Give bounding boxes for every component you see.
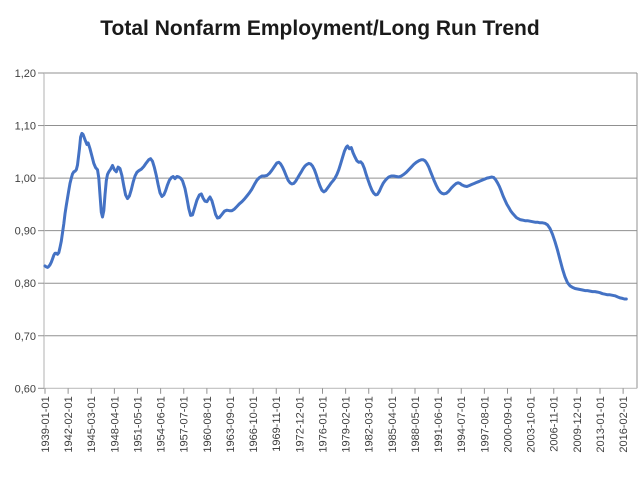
x-tick-label-1: 1942-02-01 — [63, 396, 75, 452]
x-tick-label-24: 2013-01-01 — [595, 396, 607, 452]
x-tick-label-2: 1945-03-01 — [86, 396, 98, 452]
x-tick-label-23: 2009-12-01 — [572, 396, 584, 452]
x-tick-label-14: 1982-03-01 — [364, 396, 376, 452]
x-tick-label-8: 1963-09-01 — [225, 396, 237, 452]
x-tick-label-11: 1972-12-01 — [294, 396, 306, 452]
y-tick-label-5: 0,70 — [15, 331, 36, 343]
x-tick-label-13: 1979-02-01 — [341, 396, 353, 452]
x-tick-label-17: 1991-06-01 — [433, 396, 445, 452]
series-line-employment-trend — [43, 131, 628, 301]
y-tick-label-4: 0,80 — [15, 278, 36, 290]
y-tick-label-6: 0,60 — [15, 383, 36, 395]
x-tick-label-20: 2000-09-01 — [503, 396, 515, 452]
x-tick-label-19: 1997-08-01 — [479, 396, 491, 452]
x-tick-label-6: 1957-07-01 — [179, 396, 191, 452]
y-tick-label-1: 1,10 — [15, 121, 36, 133]
x-tick-label-25: 2016-02-01 — [618, 396, 630, 452]
y-tick-label-2: 1,00 — [15, 173, 36, 185]
y-tick-label-3: 0,90 — [15, 226, 36, 238]
x-tick-label-18: 1994-07-01 — [456, 396, 468, 452]
x-tick-label-15: 1985-04-01 — [387, 396, 399, 452]
x-tick-label-22: 2006-11-01 — [549, 396, 561, 451]
x-tick-label-16: 1988-05-01 — [410, 396, 422, 452]
x-tick-label-5: 1954-06-01 — [156, 396, 168, 452]
x-tick-label-10: 1969-11-01 — [271, 396, 283, 451]
chart-title: Total Nonfarm Employment/Long Run Trend — [100, 17, 540, 40]
x-tick-label-21: 2003-10-01 — [526, 396, 538, 452]
x-tick-label-9: 1966-10-01 — [248, 396, 260, 452]
x-tick-label-12: 1976-01-01 — [318, 396, 330, 452]
x-tick-label-4: 1951-05-01 — [133, 396, 145, 452]
x-tick-label-0: 1939-01-01 — [40, 396, 52, 452]
x-tick-label-7: 1960-08-01 — [202, 396, 214, 452]
y-tick-label-0: 1,20 — [15, 68, 36, 80]
x-tick-label-3: 1948-04-01 — [109, 396, 121, 452]
